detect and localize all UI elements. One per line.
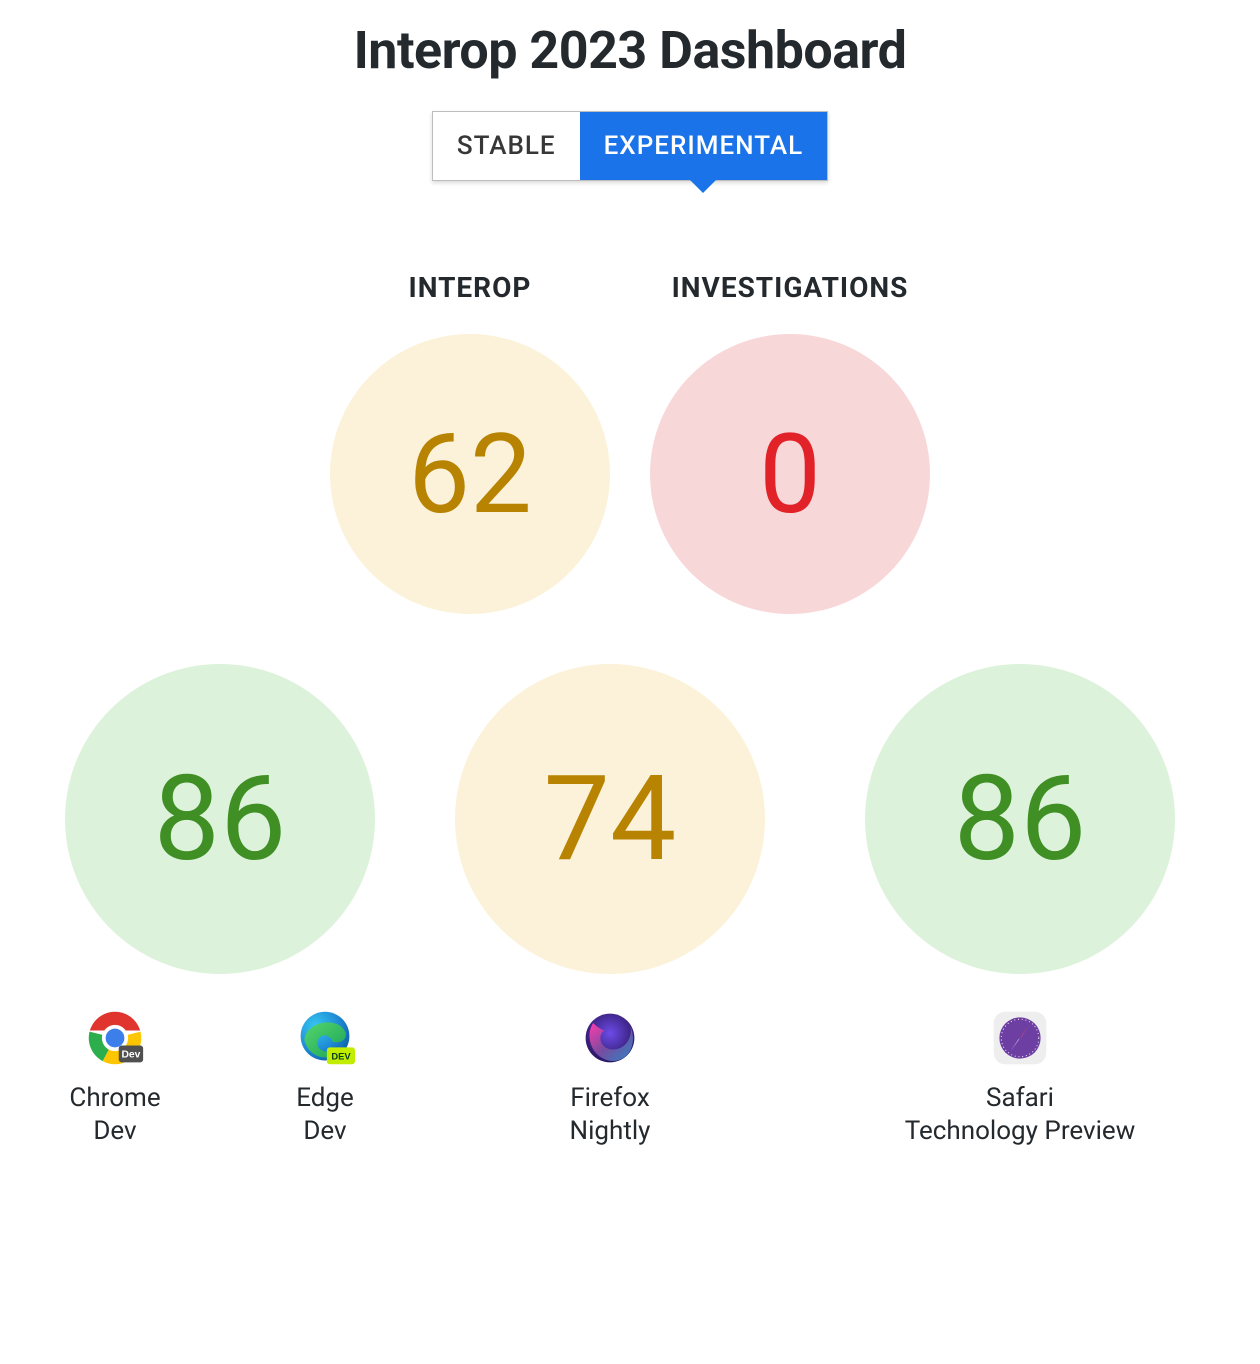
chrome-dev-icon: Dev (81, 1004, 149, 1072)
icon-label: EdgeDev (296, 1082, 354, 1147)
browser-icons-safari: SafariTechnology Preview (860, 1004, 1180, 1147)
edge-dev-icon: DEV (291, 1004, 359, 1072)
svg-text:Dev: Dev (121, 1050, 140, 1061)
safari-tp-icon (986, 1004, 1054, 1072)
browser-col-chrome-edge: 86 Dev ChromeDev (40, 664, 400, 1153)
page-title: Interop 2023 Dashboard (0, 20, 1260, 81)
icon-block-chrome-dev-icon: Dev ChromeDev (45, 1004, 185, 1147)
browser-icons-firefox: FirefoxNightly (540, 1004, 680, 1147)
browser-score-chrome-edge: 86 (65, 664, 375, 974)
tab-group: STABLE EXPERIMENTAL (0, 111, 1260, 181)
browser-col-firefox: 74 FirefoxNightly (430, 664, 790, 1153)
browser-score-safari: 86 (865, 664, 1175, 974)
interop-header: INTEROP (409, 271, 532, 304)
icon-label: SafariTechnology Preview (905, 1082, 1136, 1147)
svg-text:DEV: DEV (331, 1052, 351, 1062)
interop-score-circle: 62 (330, 334, 610, 614)
browser-icons-chrome-edge: Dev ChromeDev DEV EdgeDev (45, 1004, 395, 1147)
icon-block-safari-tp-icon: SafariTechnology Preview (860, 1004, 1180, 1147)
interop-summary: INTEROP 62 (330, 271, 610, 614)
browser-score-firefox: 74 (455, 664, 765, 974)
investigations-score-circle: 0 (650, 334, 930, 614)
icon-label: ChromeDev (69, 1082, 160, 1147)
firefox-nightly-icon (576, 1004, 644, 1072)
investigations-summary: INVESTIGATIONS 0 (650, 271, 930, 614)
tab-experimental[interactable]: EXPERIMENTAL (580, 112, 828, 180)
icon-label: FirefoxNightly (570, 1082, 651, 1147)
investigations-header: INVESTIGATIONS (672, 271, 909, 304)
icon-block-edge-dev-icon: DEV EdgeDev (255, 1004, 395, 1147)
browser-col-safari: 86 SafariTechnology Preview (820, 664, 1220, 1153)
tab-stable[interactable]: STABLE (433, 112, 580, 180)
icon-block-firefox-nightly-icon: FirefoxNightly (540, 1004, 680, 1147)
